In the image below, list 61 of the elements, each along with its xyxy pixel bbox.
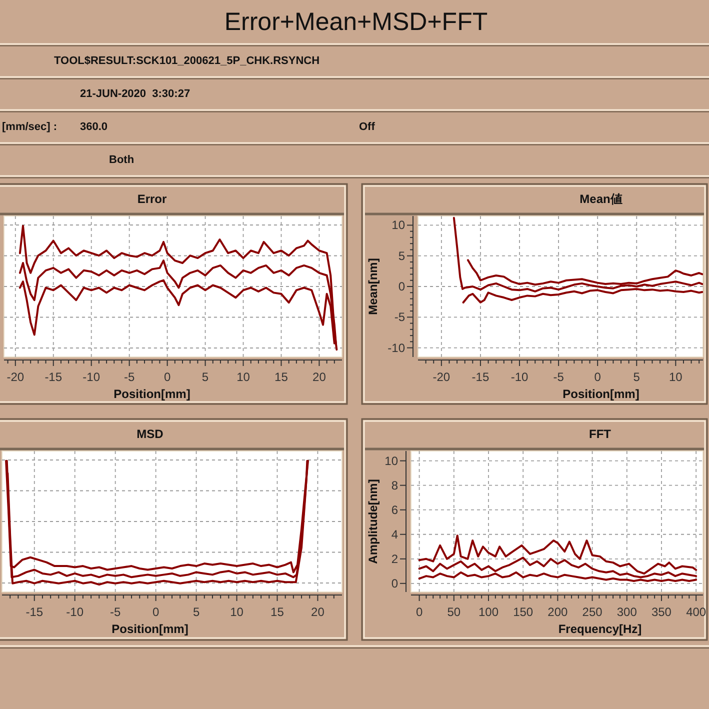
x-axis-title: Frequency[Hz] bbox=[558, 622, 642, 636]
x-tick-label: 250 bbox=[582, 605, 603, 619]
x-tick-label: 350 bbox=[651, 605, 672, 619]
x-tick-label: -5 bbox=[553, 370, 564, 384]
x-tick-label: -15 bbox=[472, 370, 490, 384]
x-tick-label: -20 bbox=[432, 370, 450, 384]
x-tick-label: -5 bbox=[124, 370, 135, 384]
y-axis-title: Mean[nm] bbox=[366, 258, 380, 315]
y-tick-label: 10 bbox=[392, 218, 406, 232]
x-tick-label: 5 bbox=[633, 370, 640, 384]
x-tick-label: 0 bbox=[152, 605, 160, 619]
x-tick-label: -10 bbox=[510, 370, 529, 384]
y-tick-label: -5 bbox=[394, 310, 406, 324]
chart-title: Error bbox=[137, 192, 167, 206]
y-tick-label: 2 bbox=[391, 552, 398, 566]
x-tick-label: 10 bbox=[668, 370, 683, 384]
y-tick-label: 0 bbox=[398, 280, 406, 294]
y-tick-label: 8 bbox=[391, 478, 398, 492]
x-tick-label: 400 bbox=[686, 605, 706, 619]
text: 360.0 bbox=[80, 121, 108, 133]
y-tick-label: 6 bbox=[391, 502, 398, 517]
x-tick-label: -15 bbox=[44, 370, 62, 384]
y-axis-title: Amplitude[nm] bbox=[366, 479, 380, 564]
x-tick-label: 20 bbox=[312, 370, 326, 384]
text: Error+Mean+MSD+FFT bbox=[224, 8, 488, 36]
chart-title: FFT bbox=[589, 427, 612, 441]
x-tick-label: 20 bbox=[311, 605, 325, 619]
x-tick-label: -5 bbox=[110, 605, 121, 619]
x-tick-label: -10 bbox=[66, 605, 84, 619]
y-tick-label: -10 bbox=[388, 340, 406, 355]
x-tick-label: 200 bbox=[548, 605, 568, 619]
x-tick-label: 300 bbox=[616, 605, 638, 619]
x-tick-label: 15 bbox=[274, 370, 288, 384]
x-tick-label: -20 bbox=[6, 370, 24, 384]
x-tick-label: -10 bbox=[82, 370, 100, 384]
text: Both bbox=[109, 154, 134, 166]
text: 21-JUN-2020 3:30:27 bbox=[80, 88, 190, 100]
x-axis-title: Position[mm] bbox=[112, 622, 188, 636]
x-tick-label: 150 bbox=[513, 605, 534, 619]
x-tick-label: 10 bbox=[236, 370, 250, 384]
x-tick-label: 50 bbox=[447, 605, 461, 619]
text: Off bbox=[359, 121, 376, 133]
x-tick-label: 0 bbox=[594, 370, 602, 384]
chart-title: Mean値 bbox=[580, 192, 622, 206]
y-tick-label: 5 bbox=[398, 248, 406, 263]
x-tick-label: 0 bbox=[164, 370, 171, 384]
x-tick-label: 5 bbox=[202, 370, 209, 384]
y-tick-label: 10 bbox=[384, 454, 398, 468]
x-tick-label: 0 bbox=[416, 605, 423, 619]
text: TOOL$RESULT:SCK101_200621_5P_CHK.RSYNCH bbox=[54, 55, 320, 67]
x-tick-label: 5 bbox=[192, 605, 200, 619]
x-axis-title: Position[mm] bbox=[114, 387, 190, 401]
y-tick-label: 0 bbox=[391, 576, 398, 590]
x-axis-title: Position[mm] bbox=[562, 387, 640, 401]
x-tick-label: 100 bbox=[478, 605, 499, 619]
x-tick-label: 15 bbox=[270, 605, 284, 619]
text: [mm/sec] : bbox=[2, 121, 58, 133]
chart-title: MSD bbox=[136, 427, 164, 441]
x-tick-label: -15 bbox=[26, 605, 44, 619]
y-tick-label: 4 bbox=[391, 527, 398, 542]
x-tick-label: 10 bbox=[230, 605, 244, 619]
